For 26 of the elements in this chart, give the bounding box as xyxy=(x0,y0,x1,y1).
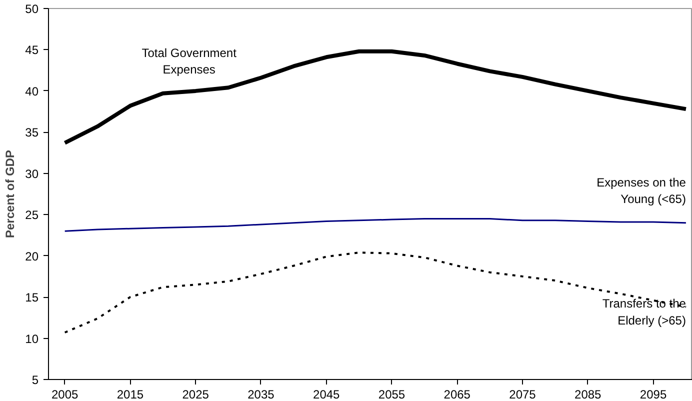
y-tick-label: 40 xyxy=(25,84,39,98)
y-tick-label: 35 xyxy=(25,126,39,140)
x-tick-label: 2005 xyxy=(52,388,79,401)
series-label: Total Government Expenses xyxy=(142,46,238,77)
x-tick-label: 2075 xyxy=(509,388,536,401)
y-tick-label: 50 xyxy=(25,2,39,16)
y-tick-label: 20 xyxy=(25,249,39,264)
line-series xyxy=(64,218,687,232)
y-tick-label: 15 xyxy=(25,290,39,305)
x-tick-label: 2085 xyxy=(574,388,602,401)
x-tick-label: 2035 xyxy=(248,388,275,401)
x-tick-label: 2045 xyxy=(313,388,340,401)
y-tick-label: 10 xyxy=(25,332,39,346)
y-tick-label: 25 xyxy=(25,208,39,222)
series-label: Expenses on the Young (<65) xyxy=(596,175,686,206)
y-axis-title: Percent of GDP xyxy=(3,150,18,238)
x-tick-label: 2055 xyxy=(378,388,406,401)
y-tick-label: 45 xyxy=(25,43,39,58)
x-tick-label: 2025 xyxy=(182,388,210,401)
line-series xyxy=(62,49,688,145)
x-tick-label: 2095 xyxy=(640,388,667,401)
x-tick-label: 2015 xyxy=(116,388,144,401)
line-series xyxy=(64,252,687,334)
y-tick-label: 5 xyxy=(32,373,39,387)
x-tick-label: 2065 xyxy=(444,388,471,401)
y-tick-label: 30 xyxy=(25,166,39,181)
